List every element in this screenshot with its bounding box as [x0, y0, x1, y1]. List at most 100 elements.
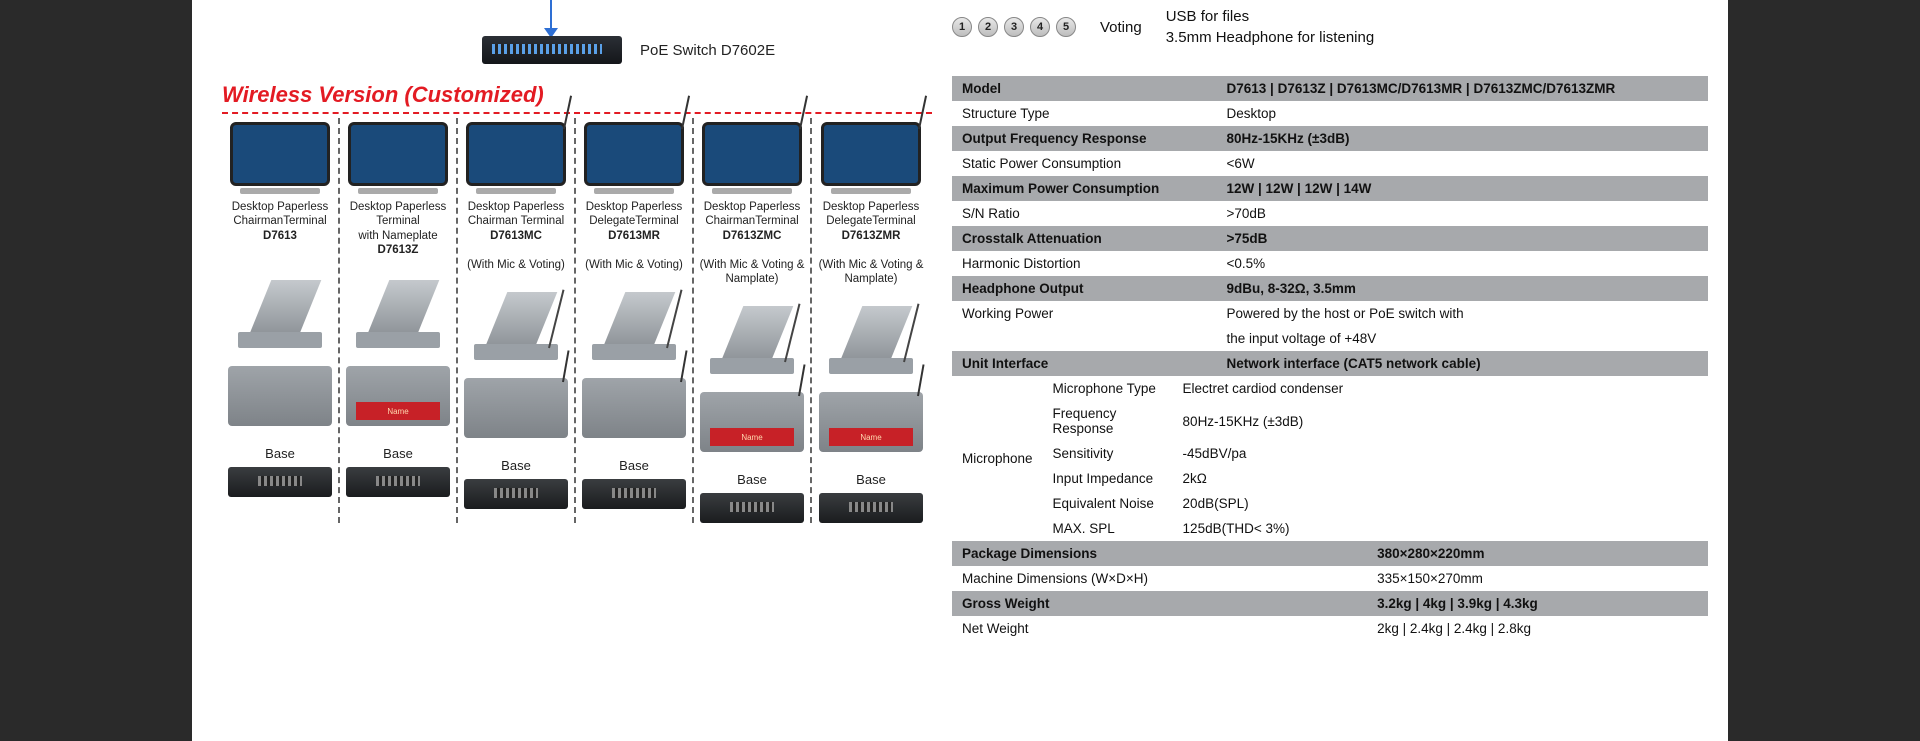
spec-value: Powered by the host or PoE switch with	[1217, 301, 1708, 326]
note-headphone: 3.5mm Headphone for listening	[1166, 27, 1374, 48]
section-title: Wireless Version (Customized)	[222, 82, 544, 108]
io-notes: USB for files 3.5mm Headphone for listen…	[1166, 6, 1374, 48]
spec-key: Structure Type	[952, 101, 1217, 126]
product-caption: Desktop PaperlessChairmanTerminalD7613	[232, 200, 329, 260]
spec-table: ModelD7613 | D7613Z | D7613MC/D7613MR | …	[952, 76, 1708, 376]
spec-value: 9dBu, 8-32Ω, 3.5mm	[1217, 276, 1708, 301]
spec-key: Net Weight	[952, 616, 1367, 641]
base-label: Base	[383, 446, 413, 461]
spec-row: Unit InterfaceNetwork interface (CAT5 ne…	[952, 351, 1708, 376]
page: PoE Switch D7602E Wireless Version (Cust…	[192, 0, 1728, 741]
spec-value: 3.2kg | 4kg | 3.9kg | 4.3kg	[1367, 591, 1708, 616]
base-icon	[819, 493, 923, 523]
terminal-stand	[358, 188, 438, 194]
base-label: Base	[619, 458, 649, 473]
product-caption: Desktop PaperlessChairman TerminalD7613M…	[467, 200, 565, 272]
spec-key: Package Dimensions	[952, 541, 1367, 566]
spec-key: MAX. SPL	[1043, 516, 1173, 541]
spec-key: Sensitivity	[1043, 441, 1173, 466]
spec-key: Gross Weight	[952, 591, 1367, 616]
spec-row: Output Frequency Response80Hz-15KHz (±3d…	[952, 126, 1708, 151]
terminal-front-icon	[230, 122, 330, 186]
poe-switch-label: PoE Switch D7602E	[640, 42, 775, 59]
spec-key: Headphone Output	[952, 276, 1217, 301]
product-column: Desktop PaperlessChairman TerminalD7613M…	[458, 118, 576, 523]
spec-value: D7613 | D7613Z | D7613MC/D7613MR | D7613…	[1217, 76, 1708, 101]
terminal-stand	[476, 188, 556, 194]
terminal-side-icon	[466, 282, 566, 360]
spec-row: Maximum Power Consumption12W | 12W | 12W…	[952, 176, 1708, 201]
spec-value: 80Hz-15KHz (±3dB)	[1173, 401, 1708, 441]
voting-label: Voting	[1100, 19, 1142, 36]
terminal-side-icon	[230, 270, 330, 348]
product-column: Desktop PaperlessDelegateTerminalD7613ZM…	[812, 118, 930, 523]
spec-key: Model	[952, 76, 1217, 101]
spec-value: 335×150×270mm	[1367, 566, 1708, 591]
product-caption: Desktop PaperlessDelegateTerminalD7613ZM…	[816, 200, 926, 286]
product-caption: Desktop PaperlessChairmanTerminalD7613ZM…	[698, 200, 806, 286]
terminal-front-icon	[821, 122, 921, 186]
spec-row: ModelD7613 | D7613Z | D7613MC/D7613MR | …	[952, 76, 1708, 101]
switch-row: PoE Switch D7602E	[482, 36, 775, 64]
spec-key: Output Frequency Response	[952, 126, 1217, 151]
spec-value: >75dB	[1217, 226, 1708, 251]
voting-button: 5	[1056, 17, 1076, 37]
spec-key: Maximum Power Consumption	[952, 176, 1217, 201]
base-label: Base	[737, 472, 767, 487]
spec-row: Machine Dimensions (W×D×H)335×150×270mm	[952, 566, 1708, 591]
terminal-front-icon	[466, 122, 566, 186]
base-label: Base	[501, 458, 531, 473]
mic-spec-table: MicrophoneMicrophone TypeElectret cardio…	[952, 376, 1708, 541]
spec-row: MicrophoneMicrophone TypeElectret cardio…	[952, 376, 1708, 401]
spec-value: Desktop	[1217, 101, 1708, 126]
terminal-side-icon	[584, 282, 684, 360]
spec-row: Sensitivity-45dBV/pa	[952, 441, 1708, 466]
base-icon	[346, 467, 450, 497]
spec-key: Equivalent Noise	[1043, 491, 1173, 516]
terminal-rear-icon: Name	[346, 366, 450, 426]
product-column: Desktop PaperlessChairmanTerminalD7613Ba…	[222, 118, 340, 523]
terminal-side-icon	[821, 296, 921, 374]
spec-key: Harmonic Distortion	[952, 251, 1217, 276]
spec-value: 12W | 12W | 12W | 14W	[1217, 176, 1708, 201]
voting-button: 2	[978, 17, 998, 37]
base-icon	[228, 467, 332, 497]
base-label: Base	[856, 472, 886, 487]
spec-key: Frequency Response	[1043, 401, 1173, 441]
spec-key: Input Impedance	[1043, 466, 1173, 491]
diagram-panel: PoE Switch D7602E Wireless Version (Cust…	[192, 0, 942, 741]
terminal-front-icon	[348, 122, 448, 186]
product-column: Desktop PaperlessDelegateTerminalD7613MR…	[576, 118, 694, 523]
nameplate: Name	[829, 428, 913, 446]
spec-row: Working PowerPowered by the host or PoE …	[952, 301, 1708, 326]
voting-buttons: 12345	[952, 17, 1076, 37]
terminal-stand	[594, 188, 674, 194]
spec-key: Microphone Type	[1043, 376, 1173, 401]
spec-key: Crosstalk Attenuation	[952, 226, 1217, 251]
terminal-stand	[831, 188, 911, 194]
spec-value: -45dBV/pa	[1173, 441, 1708, 466]
spec-row: S/N Ratio>70dB	[952, 201, 1708, 226]
note-usb: USB for files	[1166, 6, 1374, 27]
spec-key	[952, 326, 1217, 351]
terminal-rear-icon: Name	[700, 392, 804, 452]
base-icon	[700, 493, 804, 523]
spec-value: <0.5%	[1217, 251, 1708, 276]
terminal-rear-icon: Name	[819, 392, 923, 452]
spec-value: 125dB(THD< 3%)	[1173, 516, 1708, 541]
terminal-rear-icon	[582, 378, 686, 438]
spec-row: Package Dimensions380×280×220mm	[952, 541, 1708, 566]
spec-row: Gross Weight3.2kg | 4kg | 3.9kg | 4.3kg	[952, 591, 1708, 616]
spec-key: S/N Ratio	[952, 201, 1217, 226]
spec-row: Input Impedance2kΩ	[952, 466, 1708, 491]
spec-value: the input voltage of +48V	[1217, 326, 1708, 351]
section-divider	[222, 112, 932, 114]
spec-row: Static Power Consumption<6W	[952, 151, 1708, 176]
voting-row: 12345 Voting USB for files 3.5mm Headpho…	[952, 0, 1708, 48]
spec-value: 80Hz-15KHz (±3dB)	[1217, 126, 1708, 151]
spec-value: Electret cardiod condenser	[1173, 376, 1708, 401]
spec-row: Harmonic Distortion<0.5%	[952, 251, 1708, 276]
spec-row: Frequency Response80Hz-15KHz (±3dB)	[952, 401, 1708, 441]
spec-row: the input voltage of +48V	[952, 326, 1708, 351]
product-column: Desktop PaperlessChairmanTerminalD7613ZM…	[694, 118, 812, 523]
